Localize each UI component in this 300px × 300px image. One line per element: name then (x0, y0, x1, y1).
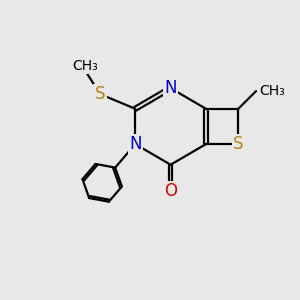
Text: N: N (129, 135, 142, 153)
Text: N: N (164, 79, 177, 97)
Text: CH₃: CH₃ (72, 59, 98, 73)
Text: CH₃: CH₃ (259, 84, 285, 98)
Text: S: S (233, 135, 244, 153)
Text: S: S (95, 85, 105, 103)
Text: O: O (164, 182, 177, 200)
